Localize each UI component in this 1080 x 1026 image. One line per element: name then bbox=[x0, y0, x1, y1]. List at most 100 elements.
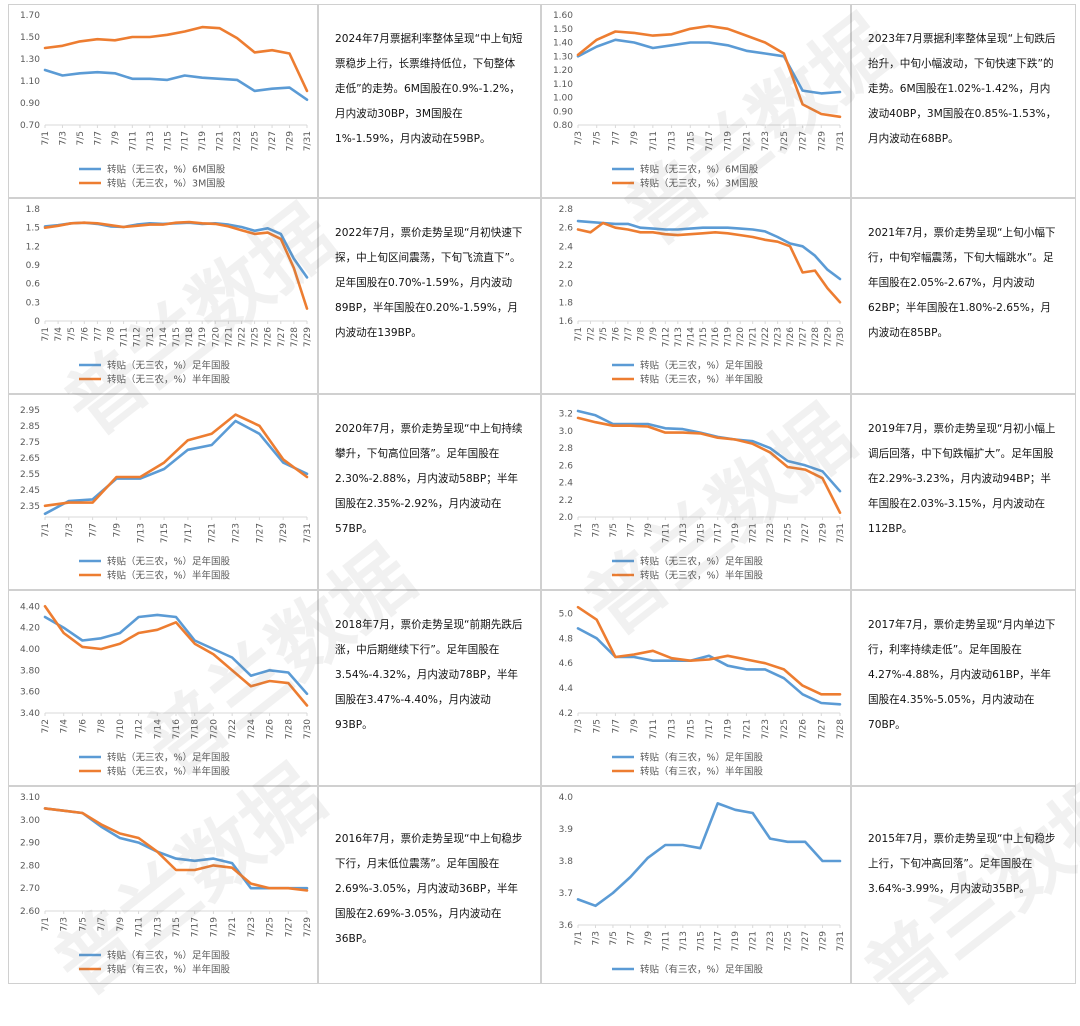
y-tick-label: 2.0 bbox=[559, 513, 574, 523]
x-tick-label: 7/9 bbox=[630, 719, 640, 734]
y-tick-label: 2.2 bbox=[559, 496, 573, 506]
commentary-text: 2017年7月，票价走势呈现“月内单边下行，利率持续走低”。足年国股在4.27%… bbox=[868, 619, 1056, 731]
y-tick-label: 2.6 bbox=[559, 461, 574, 471]
x-tick-label: 7/7 bbox=[624, 327, 634, 341]
x-tick-label: 7/23 bbox=[774, 327, 784, 347]
series-line-2 bbox=[43, 605, 309, 707]
x-tick-label: 7/31 bbox=[836, 931, 846, 951]
x-tick-label: 7/11 bbox=[135, 917, 145, 937]
x-tick-label: 7/13 bbox=[146, 327, 156, 347]
legend-label: 转贴（无三农，%）半年国股 bbox=[640, 570, 764, 582]
series-line-2 bbox=[576, 416, 842, 514]
series-line-1 bbox=[576, 802, 842, 908]
y-tick-label: 0.70 bbox=[20, 121, 40, 131]
x-tick-label: 7/25 bbox=[780, 131, 790, 151]
y-tick-label: 1.70 bbox=[20, 11, 40, 21]
series-line-2 bbox=[576, 605, 842, 696]
x-tick-label: 7/15 bbox=[163, 131, 173, 151]
y-tick-label: 1.30 bbox=[553, 52, 573, 62]
x-tick-label: 7/16 bbox=[172, 719, 182, 739]
x-tick-label: 7/29 bbox=[279, 523, 289, 543]
x-tick-label: 7/12 bbox=[135, 719, 145, 739]
x-tick-label: 7/1 bbox=[574, 327, 584, 341]
x-tick-label: 7/3 bbox=[65, 523, 75, 537]
x-tick-label: 7/22 bbox=[238, 327, 248, 347]
x-tick-label: 7/13 bbox=[668, 131, 678, 151]
legend-label: 转贴（无三农，%）半年国股 bbox=[640, 374, 764, 386]
legend-label: 转贴（无三农，%）足年国股 bbox=[107, 556, 231, 568]
y-tick-label: 3.2 bbox=[559, 410, 573, 420]
x-tick-label: 7/8 bbox=[97, 719, 107, 734]
x-tick-label: 7/21 bbox=[742, 131, 752, 151]
x-tick-label: 7/7 bbox=[93, 327, 103, 341]
x-tick-label: 7/17 bbox=[714, 931, 724, 951]
x-tick-label: 7/23 bbox=[766, 523, 776, 543]
y-tick-label: 3.60 bbox=[20, 688, 40, 698]
series-line-1 bbox=[43, 807, 309, 890]
x-tick-label: 7/17 bbox=[181, 131, 191, 151]
line-chart: 4.2 4.4 4.6 4.8 5.0 7/3 7/5 7/7 7/9 7/11 7/13 7/15 7… bbox=[559, 605, 846, 778]
x-tick-label: 7/25 bbox=[784, 931, 794, 951]
x-tick-label: 7/28 bbox=[811, 327, 821, 347]
chart-panel-9: 2.60 2.70 2.80 2.90 3.00 3.10 7/1 7/3 7/5 7/7 7/9 7… bbox=[8, 786, 318, 984]
commentary-panel-7: 2018年7月，票价走势呈现“前期先跌后涨，中后期继续下行”。足年国股在3.54… bbox=[318, 590, 541, 786]
x-tick-label: 7/3 bbox=[574, 131, 584, 145]
legend-label: 转贴（无三农，%）足年国股 bbox=[640, 360, 764, 372]
y-tick-label: 2.0 bbox=[559, 280, 574, 290]
x-tick-label: 7/20 bbox=[209, 719, 219, 739]
x-tick-label: 7/22 bbox=[228, 719, 238, 739]
y-tick-label: 3.00 bbox=[20, 816, 40, 826]
x-tick-label: 7/14 bbox=[153, 719, 163, 739]
x-tick-label: 7/1 bbox=[574, 523, 584, 537]
commentary-text: 2018年7月，票价走势呈现“前期先跌后涨，中后期继续下行”。足年国股在3.54… bbox=[335, 619, 523, 731]
series-line-1 bbox=[576, 38, 842, 95]
x-tick-label: 7/24 bbox=[247, 719, 257, 739]
x-tick-label: 7/9 bbox=[644, 931, 654, 946]
x-tick-label: 7/2 bbox=[586, 327, 596, 341]
y-tick-label: 2.4 bbox=[559, 242, 574, 252]
y-tick-label: 4.00 bbox=[20, 645, 40, 655]
x-tick-label: 7/11 bbox=[120, 327, 130, 347]
series-line-1 bbox=[43, 221, 309, 279]
y-tick-label: 4.0 bbox=[559, 793, 574, 803]
series-line-2 bbox=[576, 221, 842, 304]
commentary-panel-2: 2023年7月票据利率整体呈现“上旬跌后抬升，中旬小幅波动，下旬快速下跌”的走势… bbox=[851, 4, 1076, 198]
y-tick-label: 2.65 bbox=[20, 454, 40, 464]
x-tick-label: 7/13 bbox=[136, 523, 146, 543]
y-tick-label: 2.45 bbox=[20, 486, 40, 496]
y-tick-label: 2.95 bbox=[20, 406, 40, 416]
x-tick-label: 7/9 bbox=[649, 327, 659, 342]
legend-label: 转贴（无三农，%）半年国股 bbox=[107, 766, 231, 778]
commentary-text: 2019年7月，票价走势呈现“月初小幅上调后回落，中下旬跌幅扩大”。足年国股在2… bbox=[868, 423, 1056, 535]
chart-panel-2: 0.80 0.90 1.00 1.10 1.20 1.30 1.40 1.50 1.60 7/3 7… bbox=[541, 4, 851, 198]
legend-label: 转贴（无三农，%）半年国股 bbox=[107, 570, 231, 582]
x-tick-label: 7/29 bbox=[286, 131, 296, 151]
x-tick-label: 7/21 bbox=[224, 327, 234, 347]
x-tick-label: 7/25 bbox=[251, 327, 261, 347]
y-tick-label: 1.50 bbox=[553, 25, 573, 35]
x-tick-label: 7/21 bbox=[208, 523, 218, 543]
x-tick-label: 7/27 bbox=[268, 131, 278, 151]
legend-label: 转贴（有三农，%）半年国股 bbox=[640, 766, 764, 778]
line-chart: 2.0 2.2 2.4 2.6 2.8 3.0 3.2 7/1 7/3 7/5 7/7 7/9 7/11… bbox=[559, 410, 846, 582]
series-line-1 bbox=[43, 68, 309, 101]
x-tick-label: 7/17 bbox=[184, 523, 194, 543]
x-tick-label: 7/27 bbox=[799, 131, 809, 151]
x-tick-label: 7/23 bbox=[766, 931, 776, 951]
x-tick-label: 7/27 bbox=[277, 327, 287, 347]
y-tick-label: 2.35 bbox=[20, 502, 40, 512]
commentary-text: 2020年7月，票价走势呈现“中上旬持续攀升，下旬高位回落”。足年国股在2.30… bbox=[335, 423, 523, 535]
y-tick-label: 4.8 bbox=[559, 634, 574, 644]
x-tick-label: 7/7 bbox=[89, 523, 99, 537]
y-tick-label: 2.80 bbox=[20, 861, 40, 871]
x-tick-label: 7/22 bbox=[761, 327, 771, 347]
x-tick-label: 7/9 bbox=[112, 523, 122, 538]
x-tick-label: 7/31 bbox=[303, 131, 313, 151]
x-tick-label: 7/17 bbox=[714, 523, 724, 543]
legend-label: 转贴（无三农，%）3M国股 bbox=[640, 178, 759, 190]
x-tick-label: 7/3 bbox=[574, 719, 584, 733]
y-tick-label: 1.10 bbox=[553, 80, 573, 90]
commentary-text: 2024年7月票据利率整体呈现“中上旬短票稳步上行，长票维持低位，下旬整体走低”… bbox=[335, 33, 523, 145]
y-tick-label: 4.2 bbox=[559, 709, 573, 719]
x-tick-label: 7/29 bbox=[817, 131, 827, 151]
